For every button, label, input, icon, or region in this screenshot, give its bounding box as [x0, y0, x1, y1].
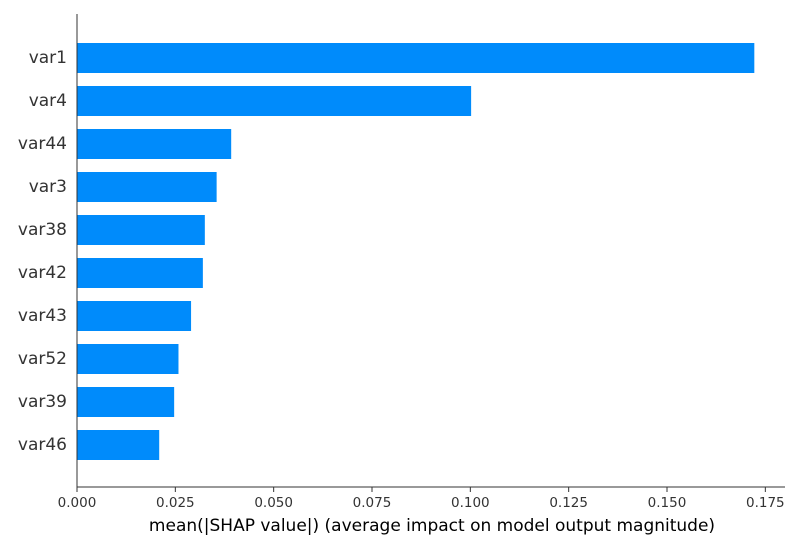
x-tick-label: 0.100 — [451, 495, 490, 511]
y-tick-label-var44: var44 — [18, 134, 67, 154]
x-tick-label: 0.050 — [254, 495, 293, 511]
y-tick-label-var46: var46 — [18, 435, 67, 455]
x-tick-label: 0.175 — [746, 495, 785, 511]
x-axis-ticks: 0.000 0.025 0.050 0.075 0.100 0.125 0.150 0.175 — [58, 487, 785, 511]
bar-var4 — [77, 86, 472, 116]
bar-var52 — [77, 344, 179, 374]
y-tick-label-var39: var39 — [18, 392, 67, 412]
x-tick-label: 0.025 — [156, 495, 195, 511]
y-axis-ticks: var1 var4 var44 var3 var38 var42 var43 var52 var… — [18, 48, 67, 455]
bar-var43 — [77, 301, 192, 331]
bar-var1 — [77, 43, 755, 73]
bar-var3 — [77, 172, 217, 202]
x-axis-label: mean(|SHAP value|) (average impact on mo… — [149, 516, 715, 536]
bars-group — [77, 43, 755, 460]
y-tick-label-var3: var3 — [29, 177, 67, 197]
x-tick-label: 0.000 — [58, 495, 97, 511]
y-tick-label-var4: var4 — [29, 91, 67, 111]
bar-var46 — [77, 430, 160, 460]
bar-var38 — [77, 215, 205, 245]
x-tick-label: 0.150 — [648, 495, 687, 511]
y-tick-label-var1: var1 — [29, 48, 67, 68]
y-tick-label-var38: var38 — [18, 220, 67, 240]
bar-var39 — [77, 387, 175, 417]
bar-var44 — [77, 129, 232, 159]
x-tick-label: 0.075 — [353, 495, 392, 511]
bar-var42 — [77, 258, 203, 288]
y-tick-label-var43: var43 — [18, 306, 67, 326]
x-tick-label: 0.125 — [549, 495, 588, 511]
y-tick-label-var52: var52 — [18, 349, 67, 369]
y-tick-label-var42: var42 — [18, 263, 67, 283]
